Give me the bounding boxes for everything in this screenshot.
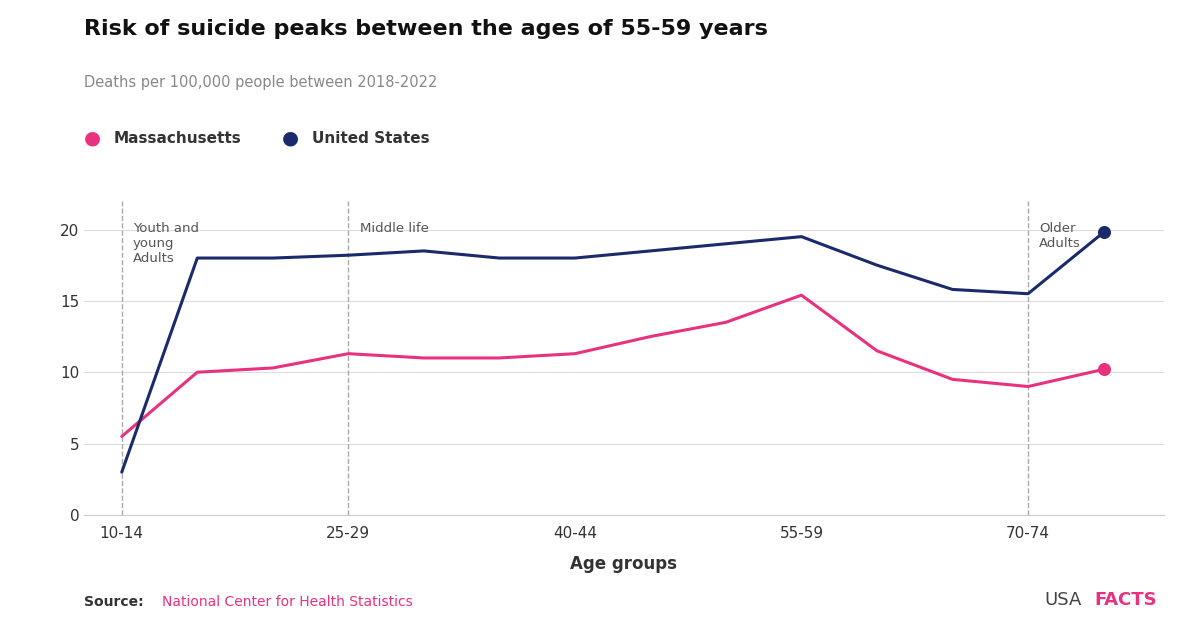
Text: National Center for Health Statistics: National Center for Health Statistics <box>162 595 413 609</box>
Text: Middle life: Middle life <box>360 222 428 236</box>
Text: ●: ● <box>282 129 299 148</box>
Text: Older
Adults: Older Adults <box>1039 222 1081 251</box>
Text: ●: ● <box>84 129 101 148</box>
Point <box>1094 364 1114 374</box>
Text: Youth and
young
Adults: Youth and young Adults <box>133 222 199 266</box>
X-axis label: Age groups: Age groups <box>570 555 678 573</box>
Text: FACTS: FACTS <box>1094 591 1157 609</box>
Text: Deaths per 100,000 people between 2018-2022: Deaths per 100,000 people between 2018-2… <box>84 75 437 90</box>
Text: USA: USA <box>1044 591 1081 609</box>
Text: Massachusetts: Massachusetts <box>114 131 241 146</box>
Text: United States: United States <box>312 131 430 146</box>
Point <box>1094 227 1114 237</box>
Text: Risk of suicide peaks between the ages of 55-59 years: Risk of suicide peaks between the ages o… <box>84 19 768 39</box>
Text: Source:: Source: <box>84 595 144 609</box>
